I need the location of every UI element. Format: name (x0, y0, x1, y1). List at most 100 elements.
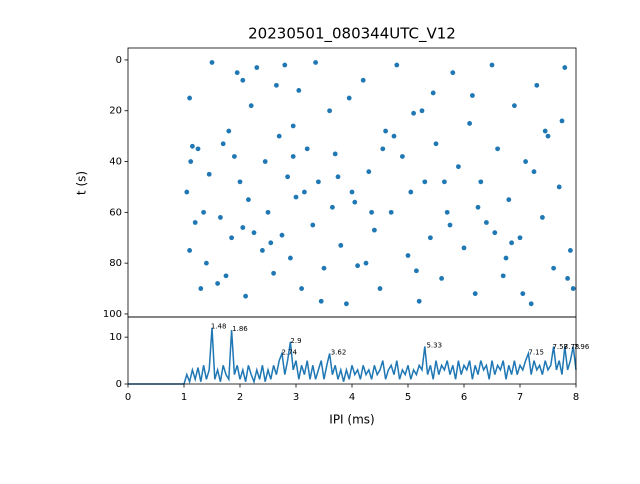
point (461, 245, 467, 251)
point (299, 286, 304, 291)
y-tick-label: 100 (103, 309, 122, 320)
point (422, 179, 428, 185)
point (276, 133, 282, 139)
point (327, 108, 332, 114)
point (531, 169, 537, 175)
point (344, 301, 349, 307)
point (503, 255, 509, 261)
point (363, 260, 369, 266)
point (517, 235, 523, 241)
point (394, 62, 400, 68)
point (388, 209, 394, 215)
point (400, 154, 405, 159)
point (254, 65, 260, 70)
point (408, 189, 414, 195)
point (318, 298, 324, 304)
y-tick-label: 10 (109, 332, 122, 343)
point (184, 189, 190, 195)
point (369, 209, 374, 215)
x-tick-label: 4 (349, 392, 355, 403)
point (447, 222, 453, 228)
x-tick-label: 1 (181, 392, 187, 403)
x-tick-label: 6 (461, 392, 467, 403)
point (204, 260, 209, 266)
point (246, 197, 251, 203)
point (271, 270, 276, 276)
point (506, 197, 512, 203)
point (540, 215, 545, 220)
point (218, 215, 223, 220)
point (232, 154, 237, 159)
point (346, 95, 352, 101)
point (467, 121, 472, 126)
peak-label: 7.78 (564, 343, 580, 351)
point (265, 209, 271, 215)
peak-label: 7.58 (552, 343, 568, 351)
point (377, 286, 383, 291)
point (288, 255, 293, 261)
point (428, 235, 433, 241)
point (240, 225, 246, 230)
peak-label: 5.33 (426, 342, 442, 350)
point (293, 194, 299, 200)
point (262, 159, 268, 164)
point (290, 154, 296, 159)
point (565, 275, 570, 281)
point (260, 248, 265, 253)
point (316, 179, 321, 185)
point (215, 281, 221, 286)
chart-title: 20230501_080344UTC_V12 (248, 25, 456, 44)
point (304, 146, 310, 152)
axes-frame (127, 316, 577, 385)
point (411, 110, 416, 116)
peak-label: 1.48 (211, 322, 227, 330)
point (444, 209, 450, 215)
point (570, 286, 576, 291)
point (240, 77, 246, 83)
x-tick-label: 8 (573, 392, 579, 403)
point (380, 146, 386, 152)
point (268, 240, 274, 246)
point (302, 189, 307, 195)
point (495, 146, 500, 152)
point (282, 62, 288, 68)
point (352, 199, 358, 205)
point (187, 248, 193, 253)
point (489, 62, 495, 68)
y-tick-label: 20 (109, 106, 122, 117)
point (520, 291, 526, 297)
point (450, 70, 456, 76)
point (545, 133, 551, 139)
point (433, 141, 439, 147)
point (187, 95, 193, 101)
point (190, 143, 195, 149)
point (442, 179, 447, 185)
point (349, 189, 355, 195)
point (360, 77, 366, 83)
point (366, 169, 372, 175)
y-tick-label: 60 (109, 207, 122, 218)
y-tick-label: 0 (116, 379, 122, 390)
x-tick-label: 2 (237, 392, 243, 403)
y-axis-label: t (s) (75, 171, 89, 195)
point (391, 133, 397, 139)
point (296, 88, 302, 93)
x-tick-label: 5 (405, 392, 411, 403)
point (509, 240, 514, 246)
point (332, 151, 338, 157)
point (330, 204, 335, 210)
point (313, 60, 318, 65)
point (456, 164, 461, 170)
y-tick-label: 0 (116, 55, 122, 66)
x-tick-label: 3 (293, 392, 299, 403)
x-axis-label: IPI (ms) (329, 413, 374, 427)
point (195, 146, 201, 152)
peak-label: 7.15 (528, 349, 544, 357)
x-tick-label: 7 (517, 392, 523, 403)
point (470, 93, 475, 98)
point (209, 60, 215, 65)
peak-label: 3.62 (331, 349, 347, 357)
point (405, 253, 411, 258)
